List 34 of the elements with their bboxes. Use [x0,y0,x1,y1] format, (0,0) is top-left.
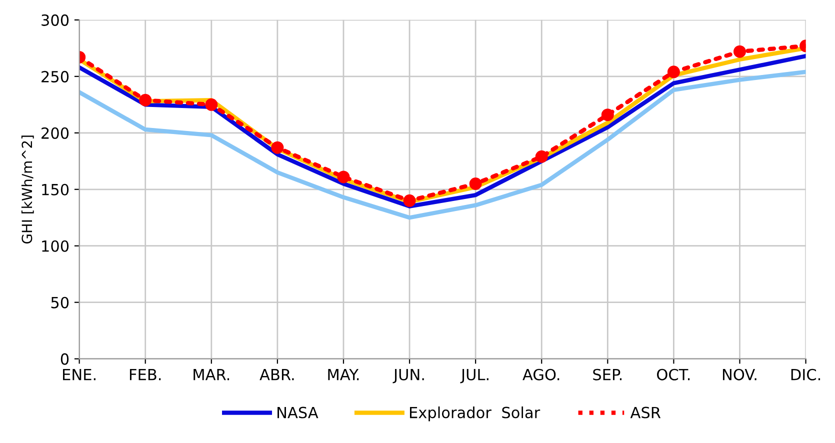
x-tick-label: MAR. [194,369,230,380]
x-tick-label: SEP. [593,368,622,380]
legend-label: ASR [630,406,661,418]
line-series [79,70,806,220]
x-tick-label: JUN. [392,369,424,384]
x-tick-label: FEB. [130,369,161,380]
x-tick-label: OCT. [657,368,690,380]
x-tick-label: DIC. [791,368,820,380]
y-tick-label: 150 [42,184,69,196]
x-tick-label: ENE. [63,369,96,380]
y-axis-title: GHI [kWh/m^2] [21,136,34,244]
point [667,66,680,78]
point [469,177,482,190]
y-tick-label: 0 [60,353,69,365]
y-tick-label: 50 [51,296,69,308]
point [535,150,548,163]
x-tick-label: NOV. [722,368,756,380]
point [337,170,350,184]
y-tick-label: 300 [42,14,69,26]
x-tick-label: AGO. [522,368,560,380]
point [271,141,284,154]
x-tick-label: MAY. [328,369,359,380]
y-tick-label: 250 [42,70,69,82]
x-tick-label: JUL. [460,369,488,384]
y-tick-label: 200 [42,127,69,139]
point [139,94,152,106]
x-tick-label: ABR. [260,369,294,380]
point [733,45,746,58]
legend-label: NASA [278,406,318,418]
y-tick-label: 100 [42,240,69,252]
legend-label: Explorador Solar [410,406,540,422]
point [403,194,416,207]
point [601,108,614,122]
point [205,98,218,111]
